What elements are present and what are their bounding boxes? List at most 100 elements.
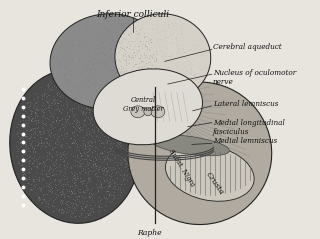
Point — [144, 72, 149, 76]
Point — [109, 130, 114, 134]
Point — [78, 94, 84, 98]
Point — [65, 182, 70, 185]
Point — [163, 83, 168, 87]
Point — [188, 66, 193, 70]
Point — [56, 101, 61, 105]
Point — [34, 104, 39, 108]
Point — [69, 141, 75, 145]
Point — [112, 30, 117, 34]
Point — [108, 166, 113, 170]
Point — [75, 48, 80, 52]
Point — [149, 72, 154, 76]
Point — [159, 38, 164, 42]
Point — [22, 177, 27, 181]
Point — [167, 41, 172, 44]
Point — [96, 168, 101, 172]
Point — [139, 71, 144, 74]
Point — [84, 159, 89, 163]
Point — [39, 132, 44, 136]
Point — [104, 30, 109, 34]
Point — [42, 127, 47, 131]
Point — [165, 22, 171, 26]
Point — [46, 184, 51, 188]
Point — [112, 120, 117, 124]
Point — [105, 151, 110, 154]
Point — [144, 35, 149, 39]
Point — [20, 131, 25, 135]
Point — [95, 117, 100, 121]
Point — [88, 144, 93, 148]
Point — [84, 88, 89, 92]
Point — [80, 201, 85, 205]
Point — [199, 51, 204, 55]
Point — [92, 61, 98, 65]
Point — [138, 73, 143, 77]
Point — [178, 73, 183, 77]
Point — [78, 89, 84, 93]
Point — [77, 87, 82, 91]
Point — [91, 163, 96, 167]
Point — [151, 52, 156, 56]
Point — [124, 44, 129, 48]
Point — [111, 32, 116, 36]
Point — [64, 103, 69, 107]
Point — [102, 53, 107, 56]
Point — [70, 210, 76, 214]
Point — [83, 215, 88, 218]
Point — [95, 126, 100, 130]
Point — [44, 157, 50, 160]
Point — [86, 126, 91, 130]
Point — [68, 184, 73, 187]
Point — [72, 81, 77, 85]
Point — [68, 47, 73, 50]
Point — [130, 47, 135, 51]
Point — [96, 96, 101, 100]
Point — [122, 174, 127, 177]
Point — [119, 82, 124, 86]
Point — [45, 82, 51, 86]
Point — [155, 67, 160, 71]
Point — [23, 121, 28, 125]
Point — [80, 111, 85, 115]
Point — [117, 118, 122, 122]
Point — [92, 34, 98, 38]
Point — [107, 159, 112, 163]
Point — [118, 69, 124, 73]
Point — [60, 156, 66, 160]
Point — [41, 108, 46, 112]
Point — [90, 162, 95, 166]
Point — [135, 32, 140, 36]
Point — [110, 30, 116, 34]
Point — [96, 51, 101, 55]
Point — [46, 141, 52, 145]
Point — [111, 95, 116, 99]
Point — [31, 146, 36, 150]
Point — [120, 173, 125, 176]
Point — [123, 120, 128, 123]
Point — [69, 67, 74, 71]
Point — [83, 115, 88, 119]
Point — [92, 86, 97, 90]
Point — [58, 178, 63, 181]
Point — [35, 133, 40, 136]
Point — [164, 35, 169, 38]
Point — [60, 173, 65, 177]
Point — [76, 119, 81, 123]
Point — [42, 116, 47, 120]
Point — [98, 55, 103, 59]
Point — [58, 88, 63, 92]
Point — [110, 64, 115, 68]
Point — [79, 84, 84, 88]
Point — [165, 22, 170, 26]
Point — [102, 107, 108, 111]
Point — [89, 150, 94, 154]
Point — [40, 172, 45, 176]
Point — [116, 40, 121, 44]
Point — [56, 108, 61, 112]
Point — [108, 55, 114, 59]
Point — [110, 130, 115, 134]
Point — [77, 199, 82, 203]
Point — [81, 147, 86, 151]
Point — [138, 90, 143, 94]
Point — [60, 117, 65, 121]
